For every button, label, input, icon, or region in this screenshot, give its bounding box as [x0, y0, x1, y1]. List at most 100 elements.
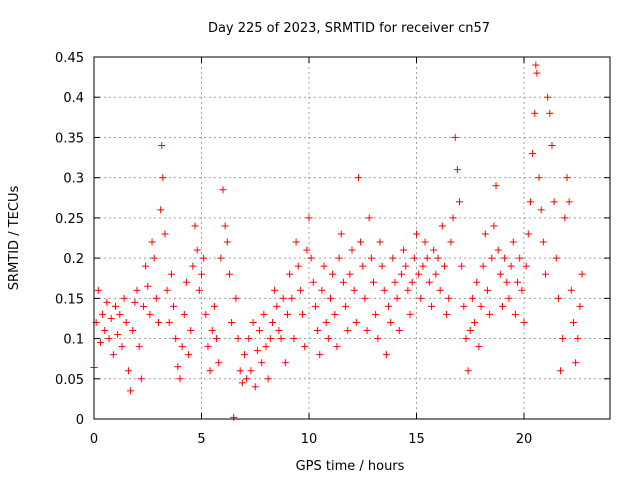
data-point [221, 222, 229, 230]
data-point [393, 294, 401, 302]
data-point [228, 318, 236, 326]
x-tick-label: 0 [90, 432, 98, 447]
data-point [187, 327, 195, 335]
data-point [410, 254, 418, 262]
y-tick-label: 0.2 [63, 252, 84, 267]
data-point [292, 238, 300, 246]
data-point [391, 278, 399, 286]
data-point [271, 286, 279, 294]
data-point [142, 262, 150, 270]
data-point [378, 262, 386, 270]
data-point [243, 375, 251, 383]
chart-title: Day 225 of 2023, SRMTID for receiver cn5… [208, 21, 490, 36]
data-point [266, 335, 274, 343]
data-point [479, 262, 487, 270]
data-point [127, 387, 135, 395]
data-point [529, 150, 537, 158]
y-tick-label: 0 [76, 413, 84, 428]
data-point [483, 286, 491, 294]
data-point [473, 278, 481, 286]
data-point [273, 302, 281, 310]
x-axis-label: GPS time / hours [296, 459, 405, 474]
data-point [350, 286, 358, 294]
y-tick-label: 0.05 [55, 373, 84, 388]
data-point [180, 310, 188, 318]
data-point [109, 351, 117, 359]
data-point [557, 367, 565, 375]
data-point [230, 413, 238, 421]
data-point [163, 286, 171, 294]
data-point [294, 262, 302, 270]
data-point [415, 270, 423, 278]
data-point [387, 318, 395, 326]
data-point [161, 230, 169, 238]
data-point [456, 198, 463, 206]
data-point [208, 327, 216, 335]
data-point [372, 310, 380, 318]
data-point [155, 318, 162, 326]
data-point [335, 254, 343, 262]
data-point [501, 254, 509, 262]
data-point [329, 270, 337, 278]
data-point [103, 298, 111, 306]
data-point [354, 174, 362, 182]
data-point [262, 343, 270, 351]
data-point [176, 375, 184, 383]
data-point [561, 214, 569, 222]
data-point [389, 254, 397, 262]
data-points [90, 61, 586, 421]
data-point [137, 375, 145, 383]
data-point [320, 262, 328, 270]
data-point [311, 302, 319, 310]
data-point [382, 351, 390, 359]
plot-frame [93, 56, 611, 420]
data-point [277, 335, 285, 343]
data-point [400, 246, 408, 254]
data-point [428, 302, 436, 310]
data-point [152, 294, 160, 302]
data-point [333, 343, 341, 351]
data-point [481, 230, 489, 238]
data-point [339, 278, 347, 286]
data-point [124, 367, 132, 375]
data-point [206, 367, 214, 375]
data-point [464, 367, 472, 375]
data-point [247, 367, 255, 375]
data-point [346, 270, 354, 278]
data-point [213, 335, 221, 343]
data-point [260, 310, 268, 318]
data-point [174, 363, 182, 371]
data-point [578, 270, 586, 278]
y-axis-label: SRMTID / TECUs [7, 186, 22, 291]
data-point [370, 278, 377, 286]
data-point [453, 166, 461, 174]
data-point [129, 327, 137, 335]
data-point [406, 310, 414, 318]
data-point [417, 294, 425, 302]
data-point [189, 262, 197, 270]
data-point [225, 270, 233, 278]
y-tick-label: 0.45 [55, 51, 84, 66]
data-point [542, 270, 549, 278]
data-point [363, 327, 371, 335]
data-point [548, 141, 556, 149]
data-point [105, 335, 113, 343]
data-point [445, 294, 453, 302]
data-point [434, 254, 442, 262]
y-tick-label: 0.25 [55, 212, 84, 227]
data-point [342, 302, 350, 310]
data-point [436, 286, 444, 294]
data-point [94, 286, 102, 294]
data-point [131, 298, 139, 306]
x-tick-label: 15 [408, 432, 425, 447]
data-point [344, 327, 352, 335]
data-point [440, 262, 448, 270]
data-point [524, 230, 532, 238]
data-point [574, 335, 582, 343]
data-point [449, 214, 457, 222]
y-tick-label: 0.1 [63, 333, 84, 348]
data-point [279, 294, 287, 302]
data-point [150, 254, 158, 262]
data-point [324, 335, 332, 343]
data-point [309, 278, 317, 286]
